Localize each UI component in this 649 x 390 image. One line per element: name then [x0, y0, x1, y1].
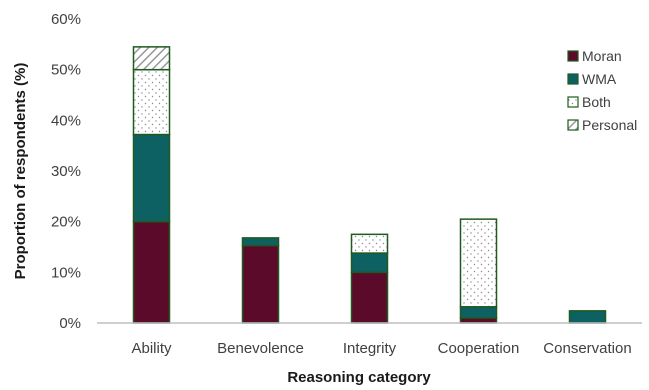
bar-segment-personal [132, 46, 171, 71]
legend-label: WMA [582, 71, 617, 87]
y-axis: 0% 10% 20% 30% 40% 50% 60% [51, 11, 81, 332]
bar-segment-wma [241, 237, 280, 247]
x-tick-label: Integrity [343, 340, 397, 357]
x-tick-label: Cooperation [438, 340, 520, 357]
x-axis: Ability Benevolence Integrity Cooperation Co… [97, 322, 642, 357]
legend-label: Moran [582, 48, 622, 64]
legend-swatch-moran [567, 50, 579, 62]
x-tick-label: Ability [131, 340, 172, 357]
y-tick-label: 30% [51, 163, 81, 180]
legend-swatch-both [567, 96, 579, 108]
legend-swatch-personal [567, 119, 579, 131]
bar-segment-moran [241, 244, 280, 324]
legend: Moran WMA Both Personal [567, 48, 637, 133]
y-tick-label: 20% [51, 214, 81, 231]
bar-segment-moran [350, 271, 389, 324]
bar-segment-both [350, 233, 389, 254]
y-tick-label: 10% [51, 264, 81, 281]
bar-segment-wma [459, 306, 498, 319]
bar-segment-wma [132, 133, 171, 223]
bar-segment-moran [459, 317, 498, 324]
legend-swatch-wma [567, 73, 579, 85]
bar-segment-moran [132, 220, 171, 324]
y-tick-label: 40% [51, 112, 81, 129]
y-tick-label: 0% [59, 315, 81, 332]
bar-segment-both [132, 68, 171, 136]
x-axis-title: Reasoning category [287, 369, 431, 386]
y-axis-title: Proportion of respondents (%) [12, 63, 29, 280]
x-tick-label: Benevolence [217, 340, 304, 357]
bar-segment-wma [350, 252, 389, 274]
legend-label: Both [582, 94, 611, 110]
legend-label: Personal [582, 117, 637, 133]
y-tick-label: 50% [51, 62, 81, 79]
bar-segment-wma [568, 310, 607, 324]
x-tick-label: Conservation [543, 340, 631, 357]
y-tick-label: 60% [51, 11, 81, 28]
bars-group [132, 46, 607, 324]
bar-segment-both [459, 218, 498, 308]
